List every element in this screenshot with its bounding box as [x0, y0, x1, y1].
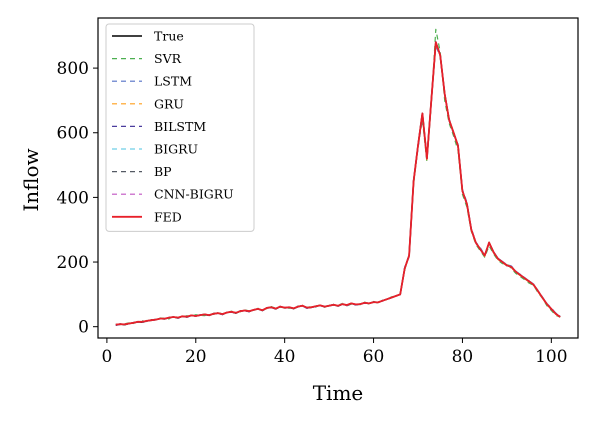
legend-label: BIGRU — [154, 142, 198, 157]
legend-label: BILSTM — [154, 119, 206, 134]
x-tick-label: 20 — [185, 347, 207, 367]
x-axis-label: Time — [313, 381, 364, 405]
legend-label: BP — [154, 164, 172, 179]
axis-ticks: 0 20 40 60 80 100 0 200 400 600 800 — [57, 59, 568, 367]
legend-box — [105, 23, 255, 232]
x-tick-label: 0 — [101, 347, 112, 367]
y-tick-label: 200 — [57, 253, 89, 273]
y-tick-label: 800 — [57, 59, 89, 79]
x-tick-label: 100 — [535, 347, 567, 367]
legend-label: FED — [154, 209, 182, 224]
x-tick-label: 40 — [274, 347, 296, 367]
legend-label: SVR — [154, 51, 182, 66]
legend-label: CNN-BIGRU — [154, 187, 234, 202]
legend-label: LSTM — [154, 74, 192, 89]
y-tick-label: 0 — [78, 318, 89, 338]
legend-label: GRU — [154, 96, 184, 111]
legend: True SVR LSTM GRU BILSTM BIGRU BP CNN-BIGRU FED — [105, 23, 255, 232]
y-tick-label: 400 — [57, 188, 89, 208]
y-tick-label: 600 — [57, 124, 89, 144]
legend-label: True — [154, 29, 184, 44]
plot-area — [97, 17, 579, 339]
x-tick-label: 80 — [452, 347, 474, 367]
series-line-fed — [115, 41, 561, 326]
x-tick-label: 60 — [363, 347, 385, 367]
series-lines — [115, 28, 561, 326]
y-axis-label: Inflow — [19, 148, 43, 211]
